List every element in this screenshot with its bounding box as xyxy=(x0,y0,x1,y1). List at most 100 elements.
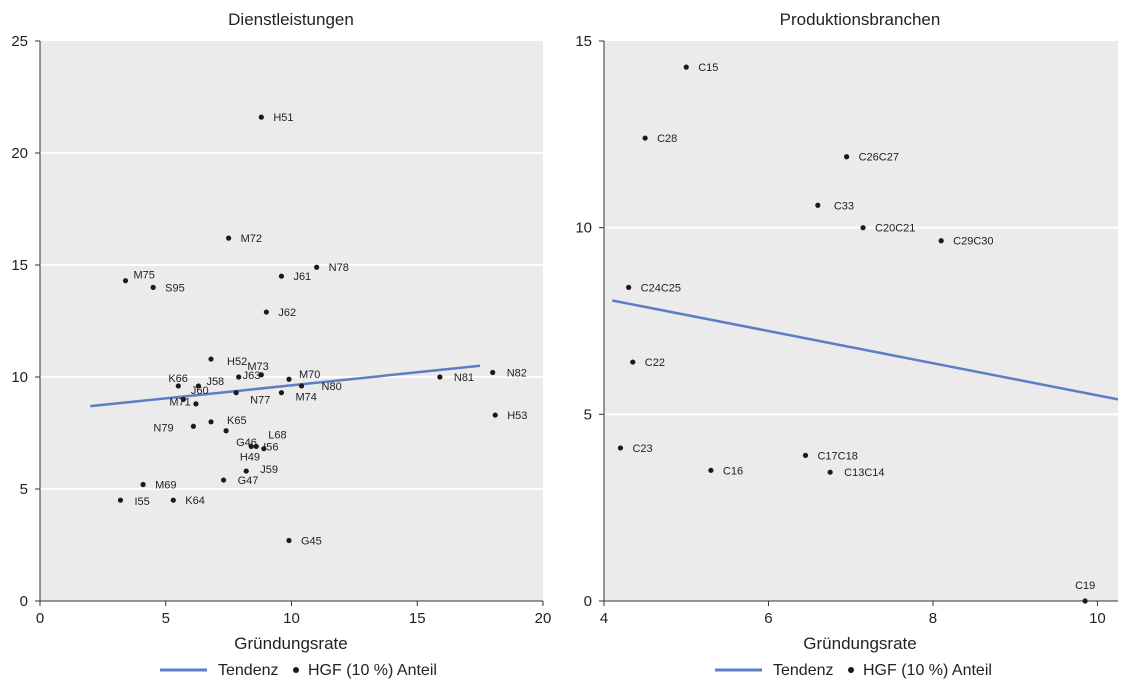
services-point-h51 xyxy=(258,114,264,120)
services-y-tick-label: 5 xyxy=(20,481,28,498)
production-title: Produktionsbranchen xyxy=(780,10,941,29)
services-point-m72 xyxy=(226,235,232,241)
services-point-m75 xyxy=(122,278,129,284)
services-point-label-h49: H49 xyxy=(240,452,260,464)
production-point-label-c13c14: C13C14 xyxy=(844,467,884,479)
services-point-label-n78: N78 xyxy=(329,262,349,274)
services-point-label-j59: J59 xyxy=(260,464,278,476)
services-point-label-i55: I55 xyxy=(134,496,149,508)
production-point-label-c15: C15 xyxy=(698,62,718,74)
production-y-tick-label: 0 xyxy=(584,593,592,610)
services-y-tick-label: 0 xyxy=(20,593,28,610)
production-point-c13c14 xyxy=(827,469,833,475)
services-point-label-n82: N82 xyxy=(507,368,527,380)
services-point-j58 xyxy=(195,383,202,389)
production-point-c24c25 xyxy=(626,284,632,290)
production-y-tick-label: 15 xyxy=(575,33,592,50)
services-point-label-g45: G45 xyxy=(301,536,322,548)
services-point-k65 xyxy=(208,419,214,425)
production-point-c20c21 xyxy=(860,225,866,231)
services-point-g46 xyxy=(223,428,229,434)
services-point-label-j60: J60 xyxy=(191,385,209,397)
services-trend-line xyxy=(90,364,481,408)
production-point-label-c28: C28 xyxy=(657,133,677,145)
production-point-c17c18 xyxy=(802,452,809,458)
services-point-label-m72: M72 xyxy=(241,233,262,245)
services-point-label-l68: L68 xyxy=(268,429,286,441)
production-legend-point-swatch xyxy=(848,667,854,673)
production-trend-line xyxy=(611,299,1119,401)
production-point-c22 xyxy=(630,359,636,365)
services-point-n78 xyxy=(314,264,320,270)
production-point-label-c33: C33 xyxy=(834,200,854,212)
services-point-j62 xyxy=(263,309,269,315)
services-point-m70 xyxy=(286,376,292,382)
production-point-label-c17c18: C17C18 xyxy=(817,450,857,462)
production-plot-background xyxy=(604,41,1118,601)
services-point-label-n81: N81 xyxy=(454,372,474,384)
production-point-label-c20c21: C20C21 xyxy=(875,223,915,235)
services-legend-point-swatch xyxy=(293,667,299,673)
production-legend-trend-label: Tendenz xyxy=(773,662,834,679)
production-point-label-c19: C19 xyxy=(1075,580,1095,592)
services-point-n79 xyxy=(190,423,197,429)
services-point-label-j63: J63 xyxy=(243,370,261,382)
services-point-label-m73: M73 xyxy=(247,361,268,373)
services-legend-point-label: HGF (10 %) Anteil xyxy=(308,662,437,679)
services-point-g45 xyxy=(286,537,292,544)
production-point-label-c29c30: C29C30 xyxy=(953,236,993,248)
services-point-label-h52: H52 xyxy=(227,356,247,368)
services-point-label-j58: J58 xyxy=(206,376,224,388)
services-point-n77 xyxy=(233,390,239,396)
services-point-j59 xyxy=(243,468,249,474)
services-point-label-m74: M74 xyxy=(295,392,316,404)
services-point-label-n77: N77 xyxy=(250,395,270,407)
services-point-i56 xyxy=(248,443,254,450)
production-x-tick-label: 4 xyxy=(600,610,608,627)
services-point-i55 xyxy=(117,497,124,503)
services-title: Dienstleistungen xyxy=(228,10,354,29)
production-point-c16 xyxy=(708,467,714,473)
services-x-tick-label: 10 xyxy=(283,610,300,627)
services-point-n82 xyxy=(490,369,496,376)
production-x-axis-label: Gründungsrate xyxy=(803,634,916,653)
production-point-c28 xyxy=(642,135,648,141)
production-x-tick-label: 8 xyxy=(929,610,937,627)
production-point-c33 xyxy=(815,202,821,208)
services-point-g47 xyxy=(220,477,227,483)
services-point-label-m75: M75 xyxy=(134,270,155,282)
services-point-m71 xyxy=(180,396,186,402)
services-point-label-h53: H53 xyxy=(507,410,527,422)
production-point-c15 xyxy=(683,64,689,70)
production-y-tick-label: 10 xyxy=(575,220,592,237)
production-legend-point-label: HGF (10 %) Anteil xyxy=(863,662,992,679)
services-point-m74 xyxy=(278,390,285,396)
services-y-tick-label: 10 xyxy=(11,369,28,386)
services-point-s95 xyxy=(150,284,156,290)
services-point-label-h51: H51 xyxy=(273,112,293,124)
services-point-l68 xyxy=(253,443,259,450)
services-y-tick-label: 15 xyxy=(11,257,28,274)
production-point-c29c30 xyxy=(938,238,944,244)
services-point-label-g47: G47 xyxy=(238,475,259,487)
production-point-c26c27 xyxy=(844,154,850,160)
services-x-tick-label: 0 xyxy=(36,610,44,627)
services-point-label-m70: M70 xyxy=(299,369,320,381)
services-point-label-j62: J62 xyxy=(278,307,296,319)
services-point-h53 xyxy=(492,412,498,418)
services-point-k66 xyxy=(175,383,181,389)
production-y-tick-label: 5 xyxy=(584,406,592,423)
services-point-h49 xyxy=(261,446,267,452)
services-point-label-s95: S95 xyxy=(165,282,185,294)
services-point-label-m71: M71 xyxy=(169,396,190,408)
production-point-label-c22: C22 xyxy=(645,357,665,369)
services-point-n80 xyxy=(298,383,305,389)
services-x-axis-label: Gründungsrate xyxy=(234,634,347,653)
services-point-label-k65: K65 xyxy=(227,415,247,427)
services-legend-trend-label: Tendenz xyxy=(218,662,279,679)
services-point-label-j61: J61 xyxy=(293,271,311,283)
services-point-j63 xyxy=(236,374,242,380)
services-point-j61 xyxy=(278,273,285,279)
